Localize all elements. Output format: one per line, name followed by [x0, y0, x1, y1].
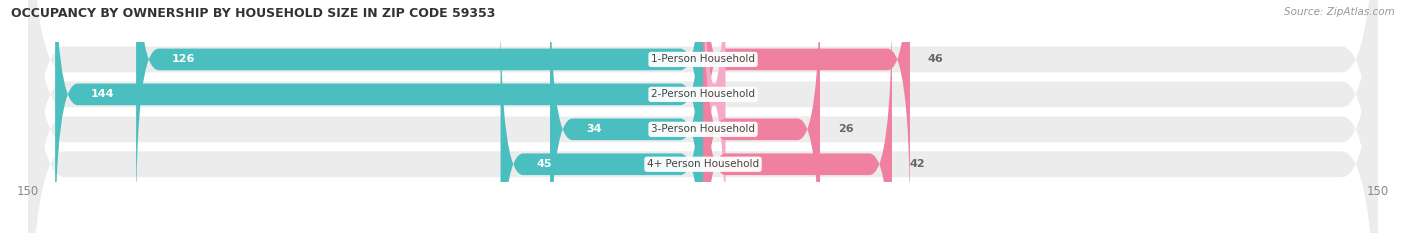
- Text: 144: 144: [91, 89, 115, 99]
- FancyBboxPatch shape: [136, 0, 703, 223]
- Text: 46: 46: [928, 55, 943, 64]
- Text: 2-Person Household: 2-Person Household: [651, 89, 755, 99]
- Text: Source: ZipAtlas.com: Source: ZipAtlas.com: [1284, 7, 1395, 17]
- FancyBboxPatch shape: [703, 0, 820, 233]
- FancyBboxPatch shape: [55, 0, 703, 233]
- Text: 45: 45: [537, 159, 553, 169]
- Text: 42: 42: [910, 159, 925, 169]
- Legend: Owner-occupied, Renter-occupied: Owner-occupied, Renter-occupied: [578, 230, 828, 233]
- Text: 26: 26: [838, 124, 853, 134]
- Text: OCCUPANCY BY OWNERSHIP BY HOUSEHOLD SIZE IN ZIP CODE 59353: OCCUPANCY BY OWNERSHIP BY HOUSEHOLD SIZE…: [11, 7, 496, 20]
- FancyBboxPatch shape: [703, 0, 910, 223]
- FancyBboxPatch shape: [28, 0, 1378, 233]
- FancyBboxPatch shape: [501, 0, 703, 233]
- Text: 34: 34: [586, 124, 602, 134]
- Text: 4+ Person Household: 4+ Person Household: [647, 159, 759, 169]
- FancyBboxPatch shape: [28, 0, 1378, 233]
- Text: 126: 126: [172, 55, 195, 64]
- Text: 5: 5: [744, 89, 751, 99]
- FancyBboxPatch shape: [703, 0, 891, 233]
- Text: 1-Person Household: 1-Person Household: [651, 55, 755, 64]
- FancyBboxPatch shape: [28, 0, 1378, 233]
- FancyBboxPatch shape: [550, 0, 703, 233]
- FancyBboxPatch shape: [703, 0, 725, 233]
- FancyBboxPatch shape: [28, 0, 1378, 233]
- Text: 3-Person Household: 3-Person Household: [651, 124, 755, 134]
